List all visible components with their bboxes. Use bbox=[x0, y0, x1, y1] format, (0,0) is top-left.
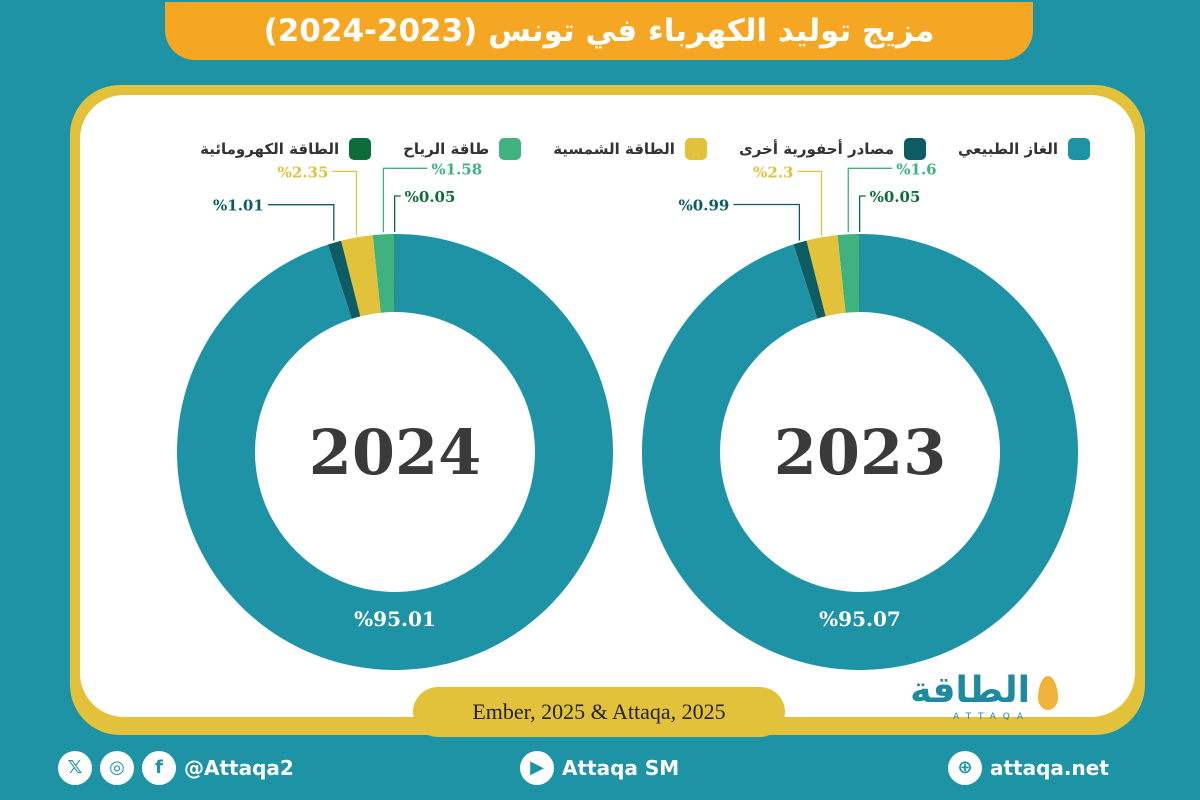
data-label-1-3: %1.6 bbox=[896, 160, 936, 178]
source-text: Ember, 2025 & Attaqa, 2025 bbox=[472, 699, 726, 724]
legend-item-wind: طاقة الرياح bbox=[403, 138, 522, 160]
callout-line-0-2 bbox=[332, 170, 358, 236]
donut-slice-0-3 bbox=[372, 234, 395, 313]
legend-label: الطاقة الشمسية bbox=[553, 140, 675, 158]
callout-line-1-4 bbox=[859, 195, 866, 233]
center-year-1: 2023 bbox=[774, 416, 947, 489]
data-label-1-1: %0.99 bbox=[679, 197, 730, 215]
legend-item-hydro: الطاقة الكهرومائية bbox=[200, 138, 372, 160]
donut-slice-1-3 bbox=[837, 234, 860, 313]
legend-item-other-fossil: مصادر أحفورية أخرى bbox=[739, 138, 926, 160]
x-icon[interactable]: 𝕏 bbox=[58, 750, 92, 785]
donut-slice-1-4 bbox=[859, 234, 860, 313]
data-label-0-1: %1.01 bbox=[213, 197, 264, 215]
data-label-gas-1: %95.07 bbox=[819, 607, 901, 631]
data-label-0-3: %1.58 bbox=[431, 160, 482, 178]
donut-hole-1 bbox=[721, 313, 999, 591]
center-year-0: 2024 bbox=[309, 416, 482, 489]
source-pill: Ember, 2025 & Attaqa, 2025 bbox=[413, 687, 785, 737]
legend-swatch bbox=[903, 138, 926, 160]
donut-slice-0-4 bbox=[394, 234, 395, 313]
drop-icon bbox=[1038, 676, 1058, 710]
instagram-icon[interactable]: ◎ bbox=[100, 750, 134, 785]
title-banner: مزيج توليد الكهرباء في تونس (2023-2024) bbox=[165, 2, 1033, 60]
donut-slice-0-0 bbox=[177, 234, 614, 670]
legend-item-solar: الطاقة الشمسية bbox=[553, 138, 707, 160]
donut-slice-1-1 bbox=[793, 240, 826, 319]
data-label-1-4: %0.05 bbox=[870, 188, 921, 206]
facebook-icon[interactable]: f bbox=[142, 750, 176, 785]
youtube-channel[interactable]: Attaqa SM bbox=[562, 755, 680, 780]
website-group: ⊕ attaqa.net bbox=[948, 745, 1109, 790]
youtube-group: ▶ Attaqa SM bbox=[520, 745, 679, 790]
social-group: 𝕏 ◎ f @Attaqa2 bbox=[58, 745, 294, 790]
donut-hole-0 bbox=[256, 313, 534, 591]
legend-swatch bbox=[684, 138, 707, 160]
callout-line-0-4 bbox=[394, 195, 401, 233]
callout-line-0-1 bbox=[267, 204, 335, 241]
globe-icon[interactable]: ⊕ bbox=[948, 750, 982, 785]
legend-label: الطاقة الكهرومائية bbox=[200, 140, 340, 158]
callout-line-1-3 bbox=[847, 167, 893, 233]
social-handle[interactable]: @Attaqa2 bbox=[184, 755, 294, 780]
logo-arabic: الطاقة bbox=[910, 670, 1030, 711]
youtube-icon[interactable]: ▶ bbox=[520, 750, 554, 785]
logo-latin: ATTAQA bbox=[953, 712, 1030, 722]
website-link[interactable]: attaqa.net bbox=[990, 755, 1109, 780]
legend-item-natural-gas: الغاز الطبيعي bbox=[958, 138, 1090, 160]
callout-line-0-3 bbox=[382, 167, 428, 233]
legend-swatch bbox=[349, 138, 372, 160]
chart-title: مزيج توليد الكهرباء في تونس (2023-2024) bbox=[263, 13, 935, 49]
data-label-0-4: %0.05 bbox=[405, 188, 456, 206]
data-label-1-2: %2.3 bbox=[753, 163, 793, 181]
donut-slice-1-0 bbox=[641, 234, 1078, 670]
donut-slice-0-2 bbox=[341, 235, 381, 317]
data-label-gas-0: %95.01 bbox=[354, 607, 436, 631]
legend-label: مصادر أحفورية أخرى bbox=[738, 140, 894, 158]
legend-label: طاقة الرياح bbox=[403, 140, 490, 158]
data-label-0-2: %2.35 bbox=[278, 163, 329, 181]
callout-line-1-1 bbox=[733, 203, 801, 241]
legend-swatch bbox=[499, 138, 522, 160]
legend-swatch bbox=[1068, 138, 1090, 160]
legend: الغاز الطبيعي مصادر أحفورية أخرى الطاقة … bbox=[200, 138, 1090, 160]
callout-line-1-2 bbox=[797, 170, 823, 236]
legend-label: الغاز الطبيعي bbox=[957, 140, 1058, 158]
donut-slice-1-2 bbox=[806, 235, 846, 317]
donut-slice-0-1 bbox=[327, 240, 361, 319]
footer: 𝕏 ◎ f @Attaqa2 ▶ Attaqa SM ⊕ attaqa.net bbox=[0, 745, 1200, 790]
attaqa-logo: الطاقة ATTAQA bbox=[880, 670, 1060, 730]
